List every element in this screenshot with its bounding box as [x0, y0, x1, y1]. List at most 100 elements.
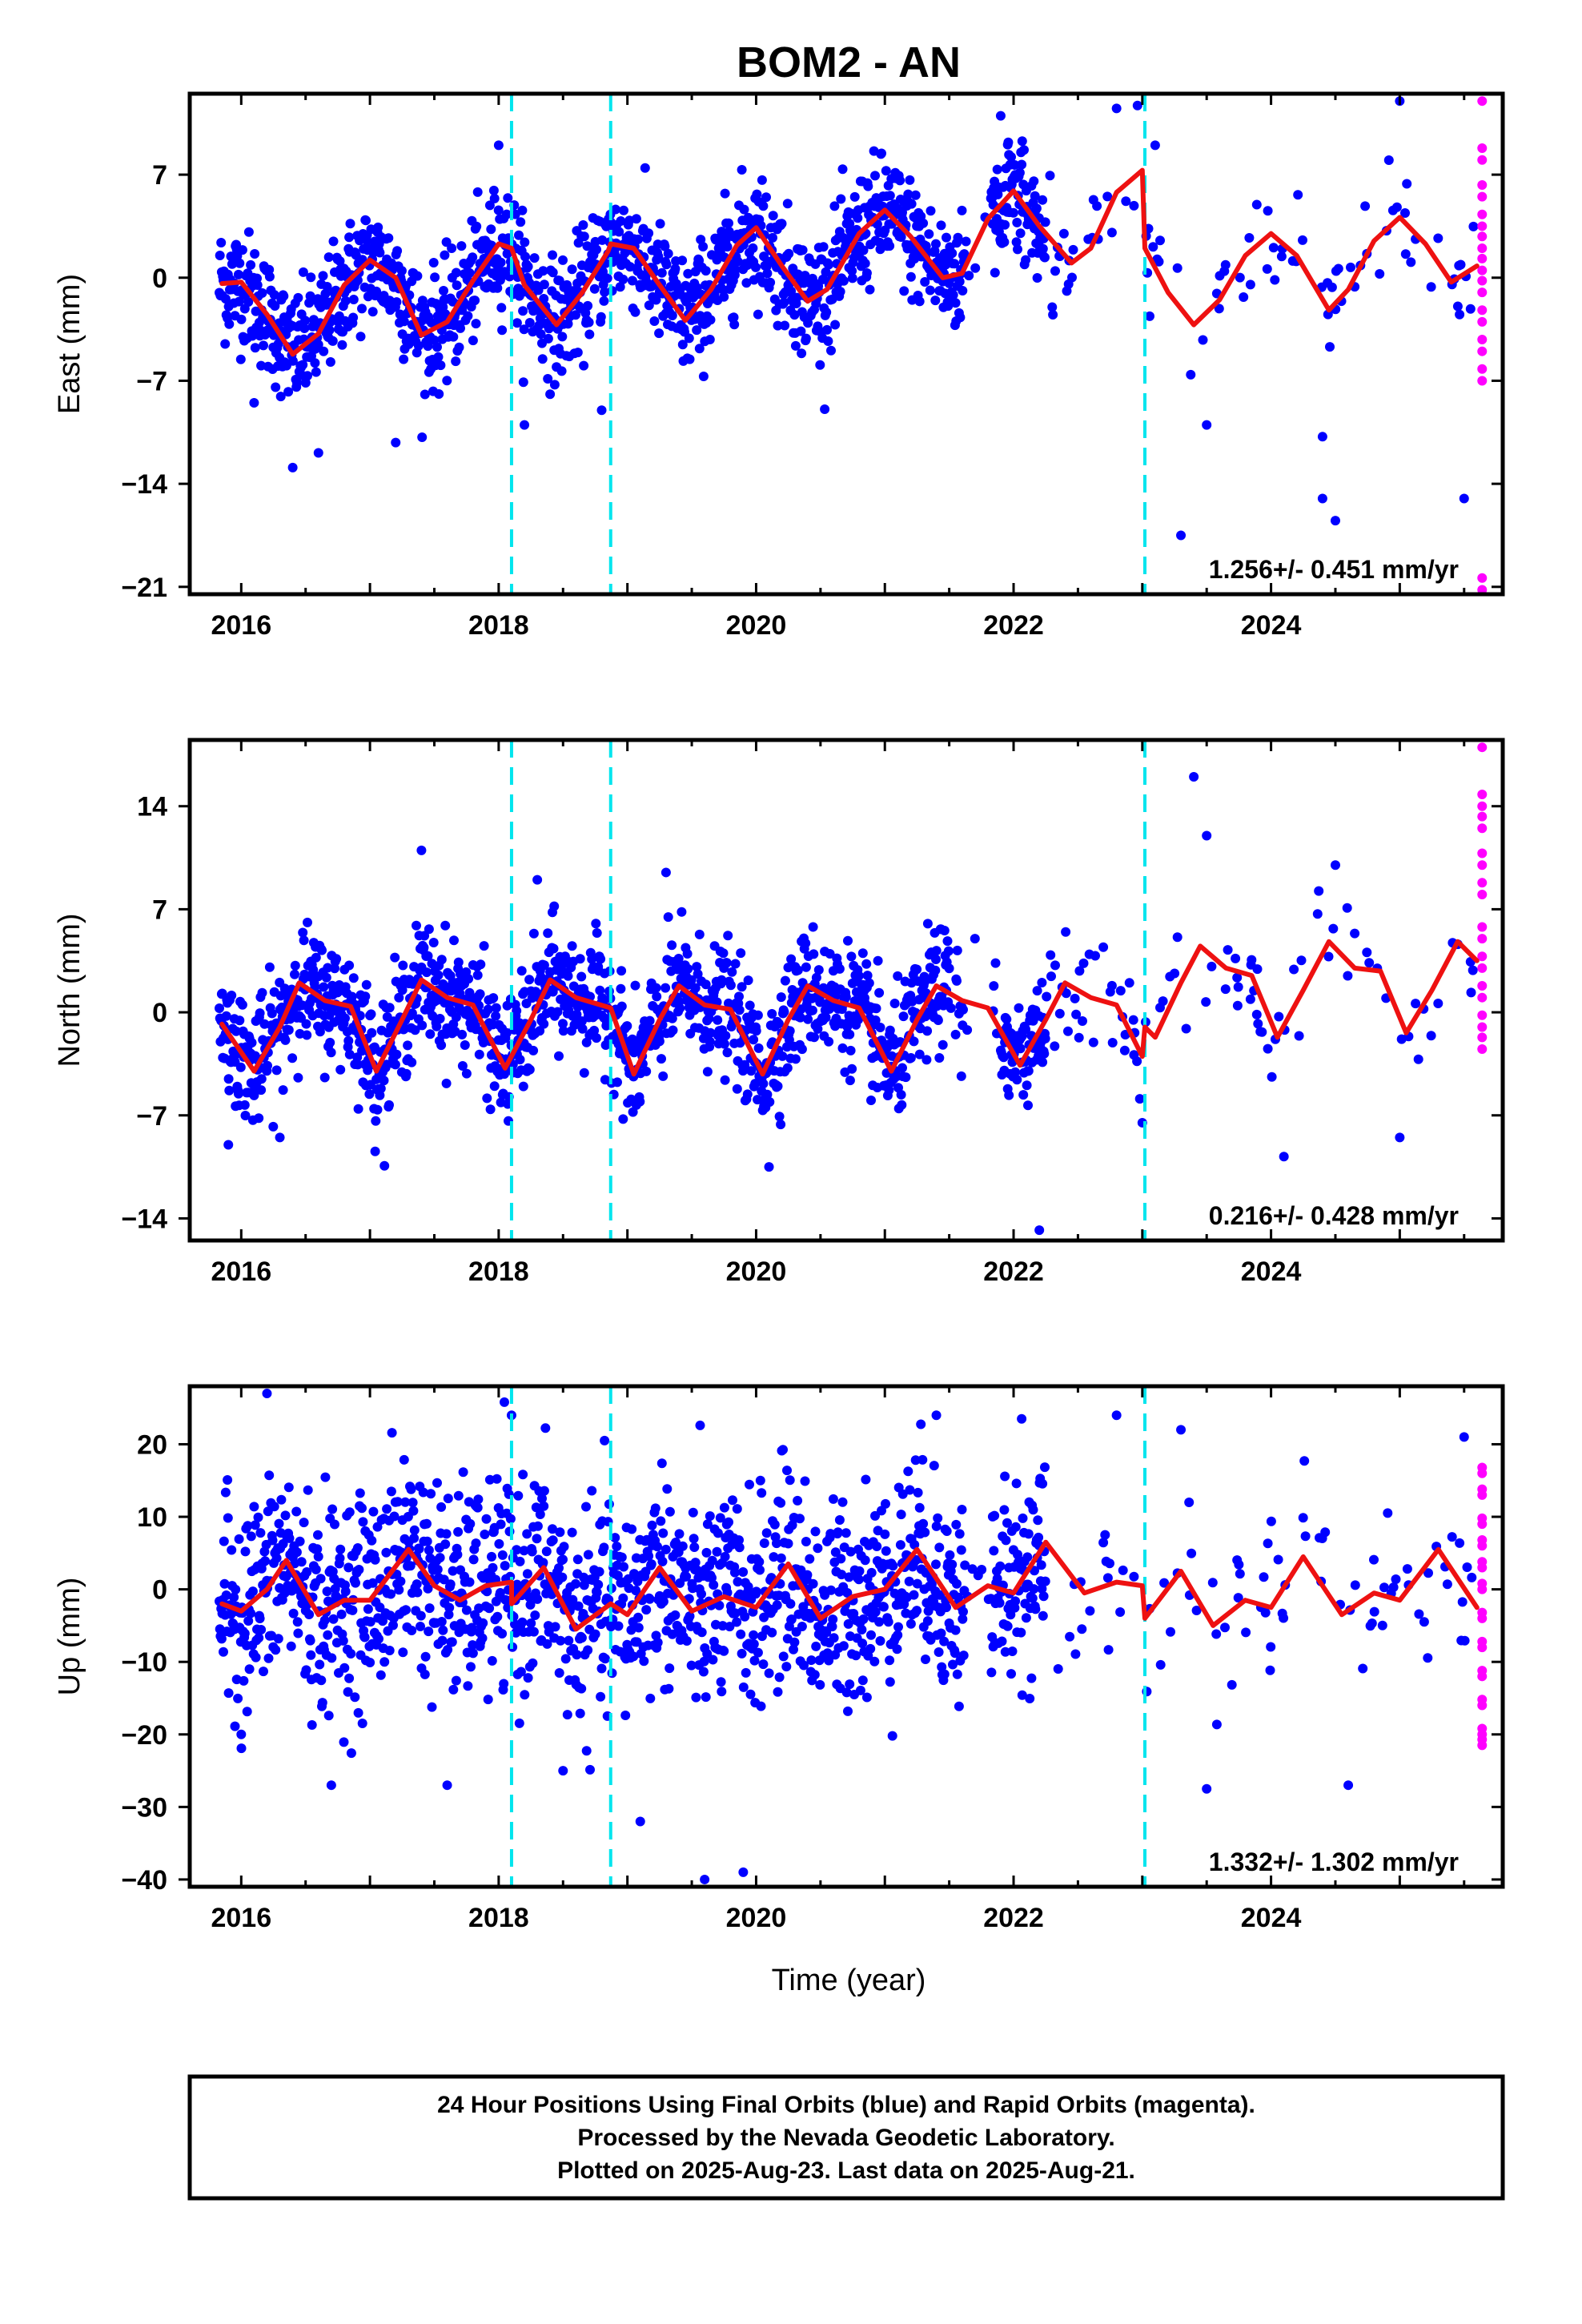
data-point [556, 366, 567, 376]
data-point [231, 1584, 241, 1594]
outlier-point [995, 111, 1006, 121]
data-point [909, 1590, 919, 1600]
data-point [885, 1677, 895, 1687]
data-point [291, 377, 302, 388]
data-point [515, 1055, 525, 1065]
data-point [542, 1638, 552, 1649]
data-point [243, 1521, 253, 1531]
data-point [451, 1675, 461, 1686]
x-tick-label: 2020 [726, 610, 787, 641]
data-point [931, 1559, 941, 1570]
data-point [432, 1564, 443, 1574]
data-point [652, 1542, 662, 1552]
data-point [1414, 1609, 1424, 1619]
data-point [905, 1618, 916, 1629]
data-point [263, 1653, 274, 1663]
data-point [472, 187, 483, 197]
data-point [1050, 1041, 1060, 1051]
data-point [851, 1651, 861, 1661]
data-point [838, 1641, 849, 1651]
data-point [224, 1085, 235, 1096]
data-point [484, 1474, 495, 1485]
data-point [554, 1668, 564, 1678]
data-point [558, 1026, 568, 1036]
outlier-point [493, 140, 504, 151]
data-point [448, 1566, 458, 1576]
data-point [587, 954, 597, 964]
data-point [221, 1011, 231, 1021]
data-point [470, 296, 480, 306]
data-point [1071, 1009, 1082, 1019]
y-tick-label: 7 [152, 895, 167, 925]
data-point [681, 1571, 692, 1582]
data-point [1040, 1576, 1050, 1586]
data-point [745, 1689, 756, 1699]
data-point [910, 190, 921, 200]
outlier-point [249, 398, 259, 408]
data-point [453, 957, 464, 967]
data-point [1364, 958, 1375, 968]
data-point [768, 232, 777, 243]
data-point [808, 1578, 818, 1589]
data-point [344, 1049, 355, 1059]
data-point [293, 1072, 303, 1083]
data-point [436, 955, 447, 965]
data-point [600, 287, 610, 297]
data-point [1266, 1642, 1276, 1652]
outlier-point [275, 1132, 285, 1143]
data-point [990, 267, 1000, 278]
data-point [918, 218, 929, 228]
data-point [1245, 279, 1255, 290]
data-point [343, 1035, 354, 1046]
rapid-point [1477, 963, 1488, 973]
data-point [824, 1036, 834, 1047]
data-point [496, 303, 507, 313]
data-point [1002, 1014, 1012, 1024]
data-point [730, 959, 741, 969]
data-point [287, 1053, 298, 1063]
data-point [1001, 1535, 1011, 1546]
data-point [822, 1648, 833, 1659]
data-point [539, 1486, 549, 1496]
data-point [616, 1552, 627, 1562]
data-point [627, 275, 637, 286]
data-point [836, 1554, 846, 1564]
data-point [520, 251, 530, 262]
data-point [233, 1693, 243, 1703]
data-point [328, 236, 339, 247]
data-point [845, 1045, 856, 1055]
outlier-point [1034, 1225, 1045, 1236]
data-point [1426, 1031, 1436, 1041]
data-point [476, 959, 486, 970]
data-point [435, 1014, 445, 1023]
data-point [742, 1089, 753, 1100]
data-point [860, 259, 870, 268]
panel-2: 2016 2018 2020 2022 2024−40−30−20−1001020Up … [53, 1384, 1505, 1933]
data-point [215, 1003, 224, 1013]
data-point [503, 193, 513, 203]
data-point [782, 199, 793, 209]
data-point [721, 1031, 731, 1041]
data-point [755, 1475, 765, 1486]
data-point [1241, 1627, 1251, 1638]
data-point [375, 1084, 386, 1094]
data-point [564, 1635, 574, 1646]
y-tick-label: −14 [121, 1204, 167, 1234]
data-point [220, 1487, 231, 1498]
rate-label: 0.216+/- 0.428 mm/yr [1209, 1201, 1459, 1230]
data-point [699, 1656, 709, 1667]
data-point [939, 926, 950, 935]
data-point [529, 253, 540, 263]
data-point [443, 1645, 453, 1655]
data-point [438, 1625, 448, 1635]
data-point [496, 1519, 506, 1530]
data-point [1012, 1075, 1022, 1085]
data-point [626, 1625, 636, 1635]
data-point [698, 242, 709, 251]
data-point [872, 1542, 882, 1551]
data-point [1061, 927, 1071, 937]
data-point [355, 332, 366, 342]
data-point [785, 1475, 795, 1486]
data-point [350, 1692, 360, 1703]
data-point [1172, 932, 1182, 943]
